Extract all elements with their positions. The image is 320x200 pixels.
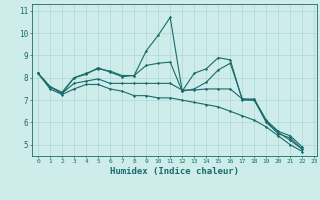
X-axis label: Humidex (Indice chaleur): Humidex (Indice chaleur) <box>110 167 239 176</box>
